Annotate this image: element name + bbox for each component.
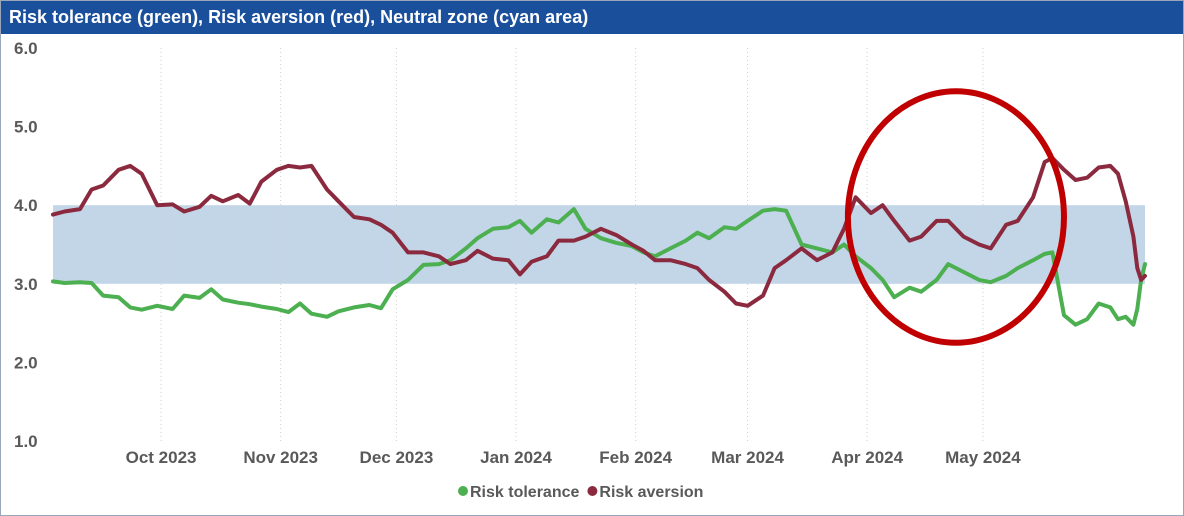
legend-marker [587, 486, 598, 496]
x-tick-label: Mar 2024 [711, 448, 784, 467]
x-tick-label: Jan 2024 [480, 448, 552, 467]
y-tick-label: 4.0 [14, 196, 38, 215]
x-tick-label: Oct 2023 [126, 448, 197, 467]
y-tick-label: 1.0 [14, 432, 38, 451]
x-tick-label: Feb 2024 [599, 448, 672, 467]
x-tick-label: Nov 2023 [243, 448, 318, 467]
series-line-risk-aversion [51, 156, 1147, 308]
x-tick-label: May 2024 [945, 448, 1021, 467]
legend-label: Risk aversion [599, 484, 703, 501]
y-tick-label: 3.0 [14, 275, 38, 294]
y-tick-label: 2.0 [14, 353, 38, 372]
highlight-ellipse [844, 88, 1067, 346]
chart-title: Risk tolerance (green), Risk aversion (r… [9, 7, 589, 27]
x-tick-label: Dec 2023 [360, 448, 434, 467]
y-tick-label: 5.0 [14, 118, 38, 137]
y-tick-label: 6.0 [14, 39, 38, 58]
legend-label: Risk tolerance [470, 484, 579, 501]
x-tick-label: Apr 2024 [831, 448, 903, 467]
legend-marker [458, 486, 468, 496]
chart-title-bar: Risk tolerance (green), Risk aversion (r… [1, 1, 1183, 34]
